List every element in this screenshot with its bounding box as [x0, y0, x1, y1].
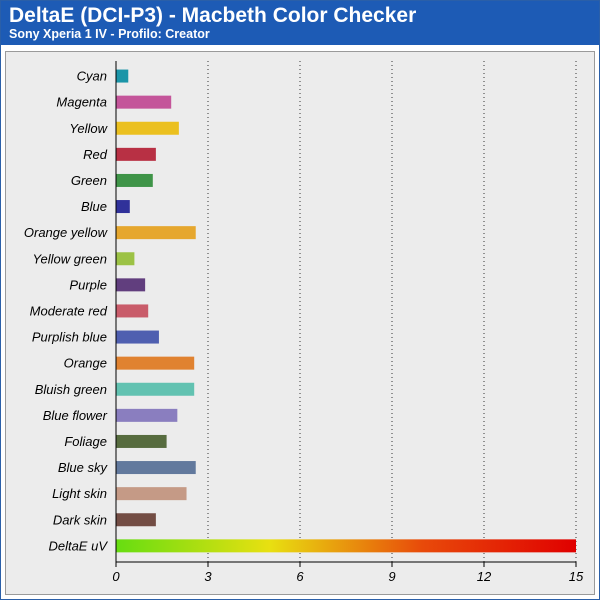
bar [116, 278, 146, 292]
bar [116, 539, 576, 553]
bar [116, 408, 178, 422]
bar [116, 330, 159, 344]
category-label: Light skin [52, 486, 107, 501]
x-tick-label: 6 [296, 569, 304, 584]
category-label: Dark skin [53, 512, 107, 527]
category-label: Blue [81, 199, 107, 214]
chart-header: DeltaE (DCI-P3) - Macbeth Color Checker … [1, 1, 599, 45]
category-label: Yellow [69, 121, 108, 136]
x-tick-label: 0 [112, 569, 120, 584]
x-tick-label: 12 [477, 569, 492, 584]
bar [116, 95, 172, 109]
category-label: Orange yellow [24, 225, 109, 240]
category-label: Blue flower [43, 408, 108, 423]
bar [116, 487, 187, 501]
bar [116, 252, 135, 266]
bar [116, 304, 149, 318]
grid-lines [207, 61, 577, 562]
bar [116, 461, 196, 475]
chart-title: DeltaE (DCI-P3) - Macbeth Color Checker [9, 4, 417, 27]
category-label: Magenta [56, 95, 107, 110]
category-label: Purple [69, 277, 107, 292]
x-tick-label: 3 [204, 569, 212, 584]
category-label: Foliage [64, 434, 107, 449]
category-label: Cyan [77, 69, 107, 84]
bar [116, 382, 195, 396]
category-label: Blue sky [58, 460, 109, 475]
category-labels: Cyan Magenta Yellow Red Green Blue Orange yell… [24, 69, 109, 554]
bar [116, 69, 129, 83]
bar [116, 356, 195, 370]
bar-chart: Cyan Magenta Yellow Red Green Blue Orange yell… [24, 61, 584, 584]
bar [116, 121, 179, 135]
category-label: Bluish green [35, 382, 107, 397]
category-label: Purplish blue [32, 330, 107, 345]
category-label: Green [71, 173, 107, 188]
category-label: DeltaE uV [48, 538, 108, 553]
x-axis: 0 3 6 9 12 15 [112, 61, 584, 584]
category-label: Yellow green [33, 251, 107, 266]
chart-subtitle: Sony Xperia 1 IV - Profilo: Creator [9, 27, 210, 41]
bar [116, 147, 156, 161]
category-label: Orange [64, 356, 107, 371]
bar [116, 226, 196, 240]
bar [116, 513, 156, 527]
category-label: Red [83, 147, 108, 162]
plot-panel: Cyan Magenta Yellow Red Green Blue Orange yell… [5, 51, 595, 595]
x-tick-label: 9 [388, 569, 395, 584]
x-tick-label: 15 [569, 569, 584, 584]
bar [116, 200, 130, 214]
bars [116, 69, 576, 553]
category-label: Moderate red [30, 303, 108, 318]
bar [116, 434, 167, 448]
bar [116, 173, 153, 187]
